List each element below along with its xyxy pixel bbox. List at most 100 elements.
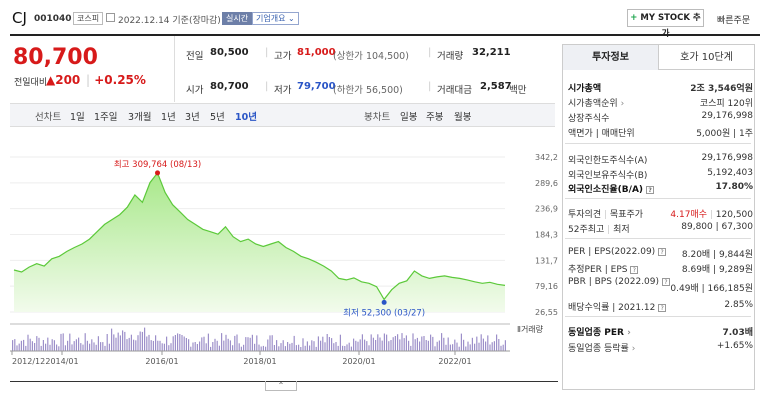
period-1d[interactable]: 1일 — [70, 112, 85, 123]
volume-value: 32,211 — [472, 47, 511, 58]
volume-bar — [67, 340, 69, 351]
y-tick-label: 79,165 — [535, 282, 558, 291]
candle-monthly[interactable]: 월봉 — [454, 112, 472, 123]
volume-bar — [124, 331, 126, 351]
change-amount: 200 — [55, 73, 81, 87]
volume-bar — [491, 342, 493, 351]
foreign-limit-value: 29,176,998 — [701, 153, 753, 163]
volume-bar — [64, 345, 66, 351]
volume-bar — [150, 340, 152, 351]
volume-bar — [322, 336, 324, 351]
volume-bar — [174, 335, 176, 351]
period-bar — [10, 103, 555, 127]
volume-bar — [460, 333, 462, 351]
volume-bar — [320, 340, 322, 351]
volume-bar — [240, 346, 242, 351]
company-info-dropdown[interactable]: 기업개요 ⌄ — [252, 12, 299, 25]
arrow-icon: › — [627, 328, 631, 338]
volume-bar — [29, 338, 31, 351]
candle-daily[interactable]: 일봉 — [400, 112, 418, 123]
volume-bar — [104, 345, 106, 351]
tab-invest-info[interactable]: 투자정보 — [563, 45, 658, 70]
volume-bar — [243, 344, 245, 351]
change-pct-value: +0.25% — [94, 73, 146, 87]
y-tick-label: 289,609 — [535, 179, 558, 188]
volume-bar — [128, 337, 130, 351]
volume-bar — [372, 337, 374, 351]
y-tick-label: 26,554 — [535, 308, 558, 317]
x-tick-label: 2020/01 — [342, 357, 375, 366]
week52-low-text: 최저 — [613, 225, 630, 235]
help-icon[interactable]: ? — [646, 185, 655, 194]
volume-bar — [247, 337, 249, 351]
plus-icon: + — [630, 13, 638, 23]
volume-bar — [342, 345, 344, 351]
period-3y[interactable]: 3년 — [185, 112, 200, 123]
x-tick-label: 2012/12 — [12, 357, 45, 366]
period-5y[interactable]: 5년 — [210, 112, 225, 123]
prev-label: 전일 — [186, 51, 204, 62]
volume-bar — [399, 339, 401, 351]
volume-bar — [456, 342, 458, 351]
invest-info-panel — [562, 44, 755, 390]
open-label: 시가 — [186, 85, 204, 96]
high-marker — [155, 170, 161, 176]
volume-bar — [262, 345, 264, 351]
volume-bar — [27, 334, 29, 351]
line-chart-label: 선차트 — [35, 112, 62, 123]
volume-bar — [425, 340, 427, 351]
help-icon[interactable]: ? — [661, 277, 670, 286]
volume-bar — [122, 330, 124, 351]
volume-bar — [289, 343, 291, 351]
price-chart[interactable]: 342,221 289,609 236,998 184,387 131,776 79,16… — [10, 150, 558, 372]
realtime-badge[interactable]: 실시간 — [222, 12, 253, 25]
market-cap-rank-value: 코스피 120위 — [699, 99, 753, 109]
volume-marker: Ⅱ — [517, 325, 521, 334]
volume-bar — [348, 342, 350, 351]
volume-bar — [368, 345, 370, 351]
volume-bar — [113, 334, 115, 351]
volume-bar — [458, 346, 460, 351]
pbr-bps-label: PBR | BPS (2022.09) ? — [568, 277, 670, 287]
volume-bar — [381, 340, 383, 351]
period-1y[interactable]: 1년 — [161, 112, 176, 123]
help-icon[interactable]: ? — [658, 303, 667, 312]
help-icon[interactable]: ? — [658, 247, 667, 256]
prev-value: 80,500 — [210, 47, 249, 58]
period-1w[interactable]: 1주일 — [94, 112, 118, 123]
help-icon[interactable]: ? — [630, 265, 639, 274]
market-cap-rank-text: 시가총액순위 — [568, 99, 618, 109]
mystock-add-button[interactable]: + MY STOCK 추가 — [627, 9, 704, 39]
volume-bar — [284, 346, 286, 351]
change-percent: | +0.25% — [86, 73, 146, 87]
volume-bar — [245, 337, 247, 351]
period-10y[interactable]: 10년 — [235, 112, 257, 123]
volume-bar — [388, 341, 390, 351]
volume-bar — [331, 338, 333, 351]
volume-bar — [45, 343, 47, 351]
volume-bar — [465, 346, 467, 351]
candle-weekly[interactable]: 주봉 — [426, 112, 444, 123]
volume-bar — [91, 339, 93, 351]
volume-bar — [49, 344, 51, 351]
pbr-bps-value: 0.49배 | 166,185원 — [670, 284, 753, 294]
volume-bar — [469, 344, 471, 351]
volume-bar — [229, 340, 231, 351]
volume-bar — [357, 341, 359, 351]
tab-orderbook[interactable]: 호가 10단계 — [658, 45, 754, 70]
week52-label: 52주최고 | 최저 — [568, 225, 630, 235]
quick-order-link[interactable]: 빠른주문 — [717, 16, 751, 26]
period-3m[interactable]: 3개월 — [128, 112, 152, 123]
volume-bar — [185, 338, 187, 351]
volume-bar — [269, 335, 271, 351]
y-tick-label: 236,998 — [535, 205, 558, 214]
volume-bar — [412, 333, 414, 351]
volume-bar — [280, 343, 282, 351]
sector-change-value: +1.65% — [716, 341, 753, 351]
collapse-button[interactable]: ⌃ — [265, 381, 297, 391]
foreign-hold-value: 5,192,403 — [707, 168, 753, 178]
volume-bar — [177, 333, 179, 351]
volume-bar — [359, 339, 361, 351]
divider — [565, 143, 751, 144]
volume-bar — [452, 344, 454, 351]
